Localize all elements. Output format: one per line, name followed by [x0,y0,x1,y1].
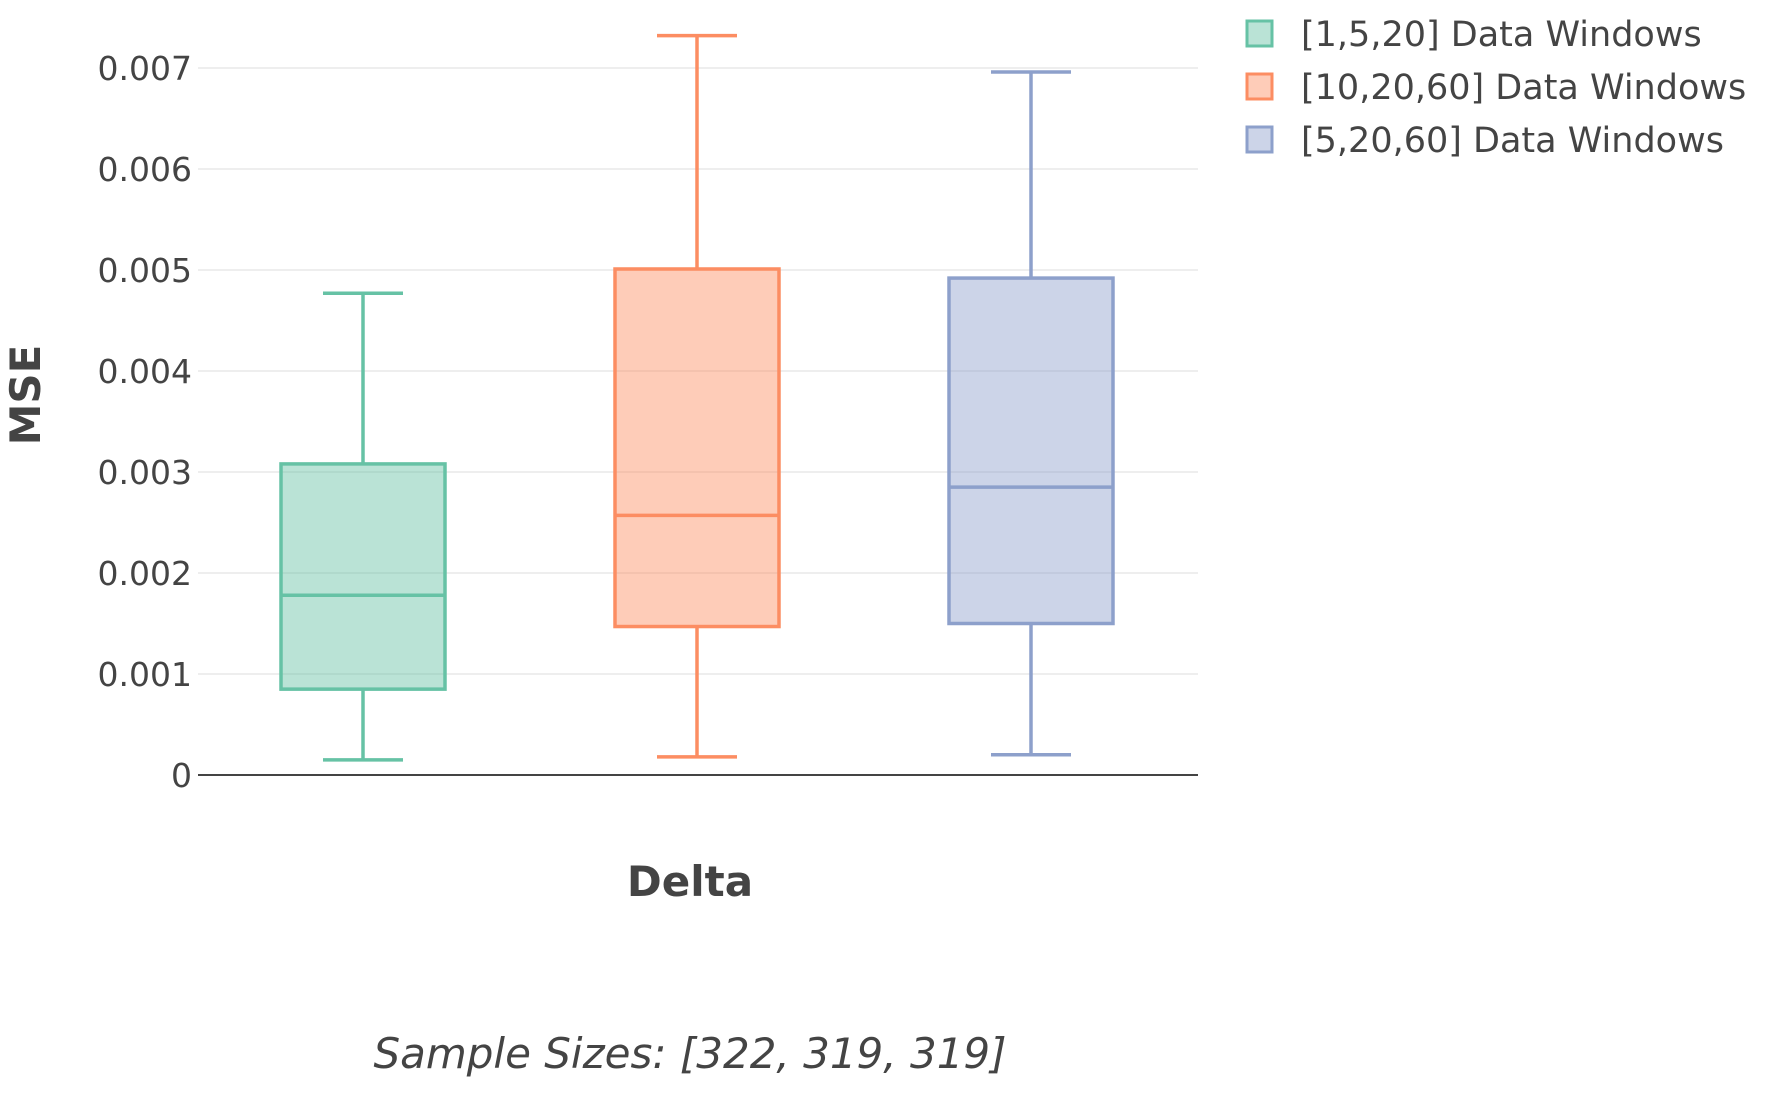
legend-swatch [1245,125,1274,154]
y-axis-title: MSE [1,345,50,446]
iqr-box [279,462,447,691]
x-axis-title: Delta [627,857,753,906]
y-tick-label: 0.005 [98,251,192,290]
iqr-box [613,267,781,629]
y-tick-label: 0.006 [98,150,192,189]
legend: [1,5,20] Data Windows [10,20,60] Data Win… [1245,15,1746,161]
y-tick-label: 0 [171,756,192,795]
y-tick-label: 0.002 [98,554,192,593]
y-axis-ticks: 0 0.001 0.002 0.003 0.004 0.005 0.006 0.007 [98,49,192,795]
y-tick-label: 0.003 [98,453,192,492]
legend-label: [1,5,20] Data Windows [1301,15,1702,55]
iqr-box [947,276,1115,626]
boxes [279,33,1115,762]
y-tick-label: 0.007 [98,49,192,88]
y-tick-label: 0.001 [98,655,192,694]
y-tick-label: 0.004 [98,352,192,391]
legend-label: [10,20,60] Data Windows [1301,68,1746,108]
box-series-1 [279,291,447,762]
box-series-3 [947,70,1115,757]
legend-swatch [1245,19,1274,48]
box-series-2 [613,33,781,759]
sample-sizes-annotation: Sample Sizes: [322, 319, 319] [373,1029,1006,1078]
legend-swatch [1245,72,1274,101]
legend-label: [5,20,60] Data Windows [1301,121,1724,161]
